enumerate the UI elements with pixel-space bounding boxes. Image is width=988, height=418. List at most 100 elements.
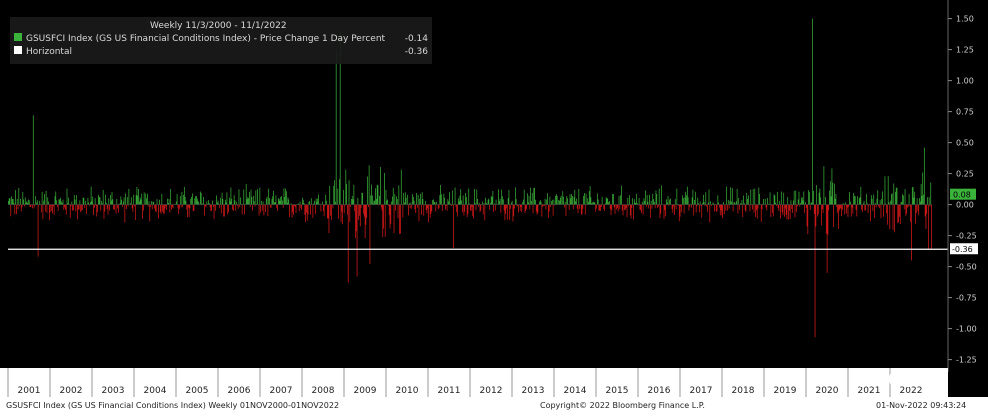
bar xyxy=(212,204,214,207)
bar xyxy=(703,194,704,205)
bar xyxy=(638,198,640,205)
bar xyxy=(94,198,96,205)
bar xyxy=(688,204,690,211)
bar xyxy=(472,204,474,216)
bar xyxy=(590,197,592,205)
last-value-label: 0.08 xyxy=(953,191,971,200)
bar xyxy=(641,201,643,205)
bar xyxy=(89,204,90,206)
bar xyxy=(892,204,894,230)
bar xyxy=(179,196,181,205)
bar xyxy=(674,204,675,216)
bar xyxy=(549,196,551,205)
bar xyxy=(186,204,188,210)
bar xyxy=(332,204,334,209)
bar xyxy=(736,188,738,205)
bar xyxy=(113,204,114,210)
bar xyxy=(803,191,805,205)
bar xyxy=(44,194,45,205)
bar xyxy=(125,193,127,205)
bar xyxy=(326,200,327,205)
bar xyxy=(474,188,475,205)
bar xyxy=(61,201,62,205)
bar xyxy=(884,176,886,205)
bar xyxy=(57,204,58,207)
bar xyxy=(318,194,319,205)
y-tick-label: 1.25 xyxy=(956,46,974,55)
bar xyxy=(782,204,784,216)
bar xyxy=(582,204,584,209)
bar xyxy=(165,204,167,206)
bar xyxy=(910,204,912,223)
bar xyxy=(727,204,728,211)
bar xyxy=(685,191,687,205)
bar xyxy=(233,195,235,205)
bar xyxy=(445,204,446,210)
bar xyxy=(789,204,791,220)
bar xyxy=(263,204,265,216)
bar xyxy=(801,197,803,205)
bar xyxy=(867,204,869,214)
bar xyxy=(833,204,834,227)
bar xyxy=(761,204,763,210)
bar xyxy=(630,204,632,219)
bar xyxy=(427,204,429,209)
bar xyxy=(730,187,732,205)
bar xyxy=(442,204,444,206)
bar xyxy=(551,199,553,205)
bar xyxy=(187,204,189,208)
bar xyxy=(430,204,432,214)
bar xyxy=(634,202,636,205)
bar xyxy=(32,115,34,205)
bar xyxy=(195,196,196,205)
bar xyxy=(429,204,430,206)
bar xyxy=(816,185,818,205)
bar xyxy=(185,200,187,205)
bar xyxy=(611,204,613,211)
bar xyxy=(306,204,308,221)
bar xyxy=(151,204,153,210)
bar xyxy=(471,204,473,207)
bar xyxy=(191,196,192,205)
bar xyxy=(462,195,464,205)
bar xyxy=(177,204,179,208)
bar xyxy=(408,202,410,205)
bar xyxy=(553,199,555,205)
bar xyxy=(277,204,278,211)
x-tick-label: 2010 xyxy=(396,386,419,396)
bar xyxy=(604,204,605,211)
bar xyxy=(434,202,436,205)
bar xyxy=(535,204,537,212)
bar xyxy=(548,204,550,212)
bar xyxy=(598,204,600,211)
bar xyxy=(896,187,898,205)
bar xyxy=(528,195,530,205)
bar xyxy=(603,204,605,209)
bar xyxy=(620,195,621,205)
bar xyxy=(480,204,482,211)
bar xyxy=(269,198,270,205)
bar xyxy=(360,204,362,208)
bar xyxy=(355,204,356,239)
bar xyxy=(97,204,98,213)
bar xyxy=(482,204,484,215)
bar xyxy=(392,187,394,205)
bar xyxy=(89,202,91,205)
bar xyxy=(204,204,206,207)
bar xyxy=(514,187,516,205)
bar xyxy=(449,192,450,205)
bar xyxy=(467,204,469,214)
x-axis: 2001 2002 2003 2004 2005 2006 2007 2008 2009 2010… xyxy=(0,368,948,398)
bar xyxy=(36,200,38,205)
bar xyxy=(523,189,525,205)
bar xyxy=(717,195,719,205)
bar xyxy=(244,204,245,215)
bar xyxy=(124,204,126,223)
bar xyxy=(888,202,890,205)
bar xyxy=(281,196,282,205)
bar xyxy=(33,204,35,209)
bar xyxy=(138,201,140,205)
bar xyxy=(102,189,104,205)
bar xyxy=(520,204,522,208)
bar xyxy=(931,204,932,250)
